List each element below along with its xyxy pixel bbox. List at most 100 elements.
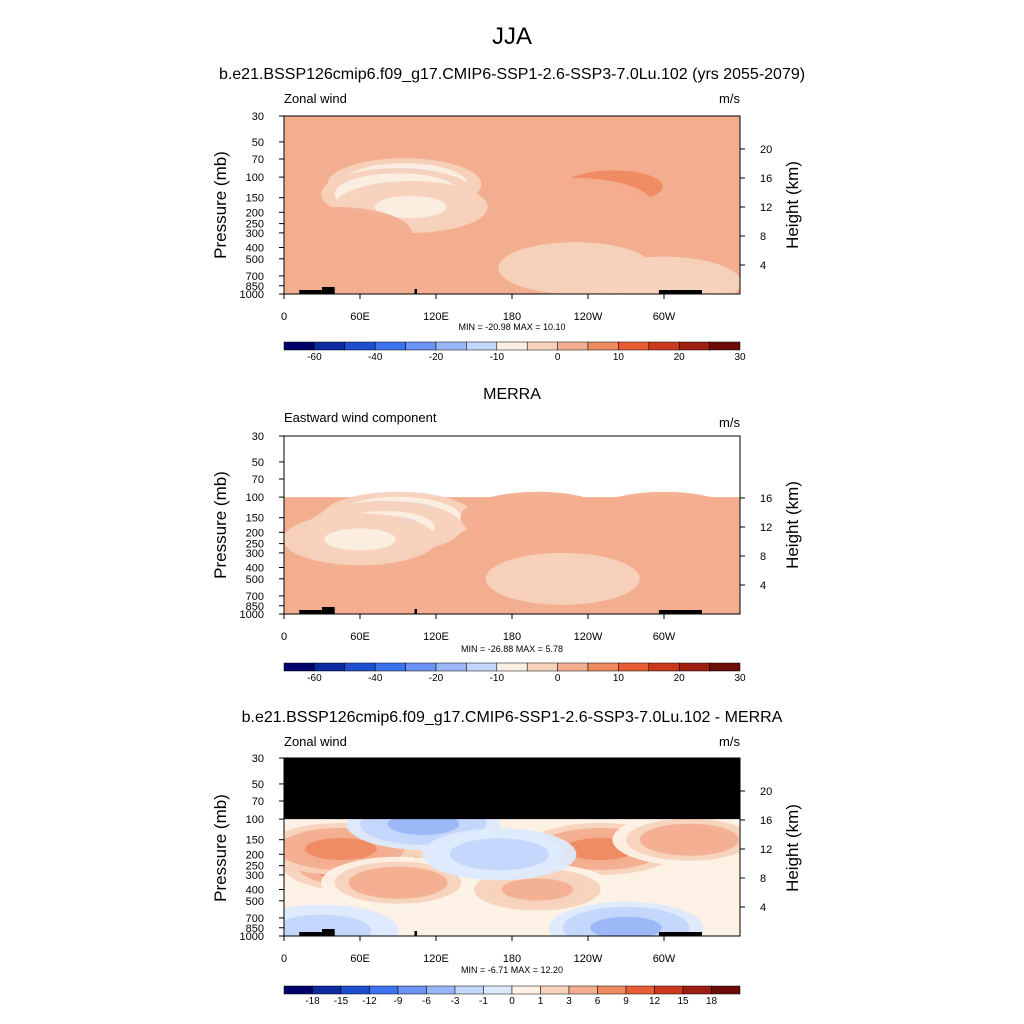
y-tick-label: 400	[246, 562, 264, 574]
y-tick-label: 400	[246, 884, 264, 896]
colorbar-label: 0	[555, 673, 561, 684]
x-tick-label: 180	[503, 631, 521, 643]
colorbar-swatch	[374, 341, 406, 351]
x-tick-label: 60E	[350, 953, 370, 965]
colorbar-swatch	[466, 662, 498, 672]
colorbar-label: -12	[362, 996, 377, 1007]
colorbar-swatch	[405, 662, 437, 672]
y-tick-label: 70	[252, 796, 264, 808]
contour-field	[284, 491, 740, 614]
x-tick-label: 120W	[574, 953, 603, 965]
colorbar-swatch	[496, 662, 528, 672]
colorbar-swatch	[369, 985, 399, 995]
x-tick-label: 0	[281, 311, 287, 323]
topography-mask	[658, 610, 702, 614]
x-tick-label: 60W	[653, 953, 676, 965]
colorbar-swatch	[283, 662, 315, 672]
y-tick-label: 150	[246, 193, 264, 205]
x-tick-label: 120E	[423, 631, 449, 643]
colorbar-swatch	[709, 662, 741, 672]
y-tick-label: 200	[246, 527, 264, 539]
contour-field	[284, 116, 740, 294]
colorbar-swatch	[397, 985, 427, 995]
topography-mask	[414, 609, 417, 614]
units-string: m/s	[719, 415, 740, 430]
colorbar-swatch	[374, 662, 406, 672]
height-tick-label: 12	[760, 202, 772, 214]
contour-band	[526, 567, 599, 590]
x-tick-label: 0	[281, 631, 287, 643]
colorbar-swatch	[678, 341, 710, 351]
y-tick-label: 200	[246, 849, 264, 861]
topography-mask	[299, 932, 335, 936]
x-tick-label: 180	[503, 953, 521, 965]
colorbar-label: 0	[555, 352, 561, 363]
y-tick-label: 850	[246, 601, 264, 613]
contour-band	[298, 221, 371, 244]
colorbar-label: 10	[613, 352, 625, 363]
colorbar-swatch	[587, 662, 619, 672]
x-tick-label: 0	[281, 953, 287, 965]
colorbar-label: -40	[368, 673, 383, 684]
colorbar-label: -18	[305, 996, 320, 1007]
colorbar-label: 6	[595, 996, 601, 1007]
colorbar-label: -1	[479, 996, 488, 1007]
height-tick-label: 4	[760, 902, 766, 914]
y-tick-label: 50	[252, 457, 264, 469]
topography-mask	[299, 290, 335, 294]
colorbar-label: 3	[566, 996, 572, 1007]
colorbar-swatch	[435, 341, 467, 351]
y-tick-label: 300	[246, 870, 264, 882]
height-tick-label: 20	[760, 144, 772, 156]
colorbar-label: -9	[394, 996, 403, 1007]
panel-title: MERRA	[483, 386, 541, 403]
colorbar-swatch	[454, 985, 484, 995]
colorbar-label: -40	[368, 352, 383, 363]
topography-mask	[658, 932, 702, 936]
height-tick-label: 16	[760, 493, 772, 505]
panel-title: b.e21.BSSP126cmip6.f09_g17.CMIP6-SSP1-2.…	[219, 66, 805, 83]
missing-data-region	[284, 758, 740, 820]
colorbar-swatch	[711, 985, 741, 995]
topography-mask	[414, 289, 417, 294]
contour-band	[501, 878, 574, 901]
colorbar-swatch	[405, 341, 437, 351]
min-max-label: MIN = -26.88 MAX = 5.78	[461, 644, 563, 654]
colorbar-swatch	[426, 985, 456, 995]
min-max-label: MIN = -20.98 MAX = 10.10	[458, 322, 565, 332]
colorbar-swatch	[314, 341, 346, 351]
left-string: Zonal wind	[284, 734, 347, 749]
colorbar-label: 18	[706, 996, 718, 1007]
colorbar-swatch	[654, 985, 684, 995]
colorbar-label: 0	[509, 996, 515, 1007]
figure-title: JJA	[492, 23, 532, 50]
colorbar-swatch	[557, 341, 589, 351]
colorbar-swatch	[526, 341, 558, 351]
x-tick-label: 120E	[423, 311, 449, 323]
height-tick-label: 4	[760, 260, 766, 272]
y-tick-label: 200	[246, 207, 264, 219]
colorbar-label: 9	[623, 996, 629, 1007]
colorbar-swatch	[483, 985, 513, 995]
contour-band	[628, 506, 700, 529]
colorbar-swatch	[340, 985, 370, 995]
topography-mask	[322, 607, 335, 614]
contour-band	[628, 271, 700, 294]
colorbar-swatch	[618, 662, 650, 672]
contour-band	[590, 916, 662, 936]
y-tick-label: 30	[252, 431, 264, 443]
colorbar: -18 -15 -12 -9 -6 -3 -1 0 1 3 6 9 12 15 18	[283, 985, 741, 1007]
y-tick-label: 300	[246, 228, 264, 240]
colorbar: -60 -40 -20 -10 0 10 20 30	[283, 341, 746, 363]
colorbar-label: 1	[538, 996, 544, 1007]
y-tick-label: 500	[246, 574, 264, 586]
colorbar-swatch	[344, 662, 376, 672]
colorbar-swatch	[466, 341, 498, 351]
height-tick-label: 8	[760, 231, 766, 243]
topography-mask	[658, 290, 702, 294]
colorbar-swatch	[283, 341, 315, 351]
y-tick-label: 500	[246, 254, 264, 266]
colorbar-label: 30	[734, 673, 746, 684]
colorbar-label: -10	[490, 673, 505, 684]
